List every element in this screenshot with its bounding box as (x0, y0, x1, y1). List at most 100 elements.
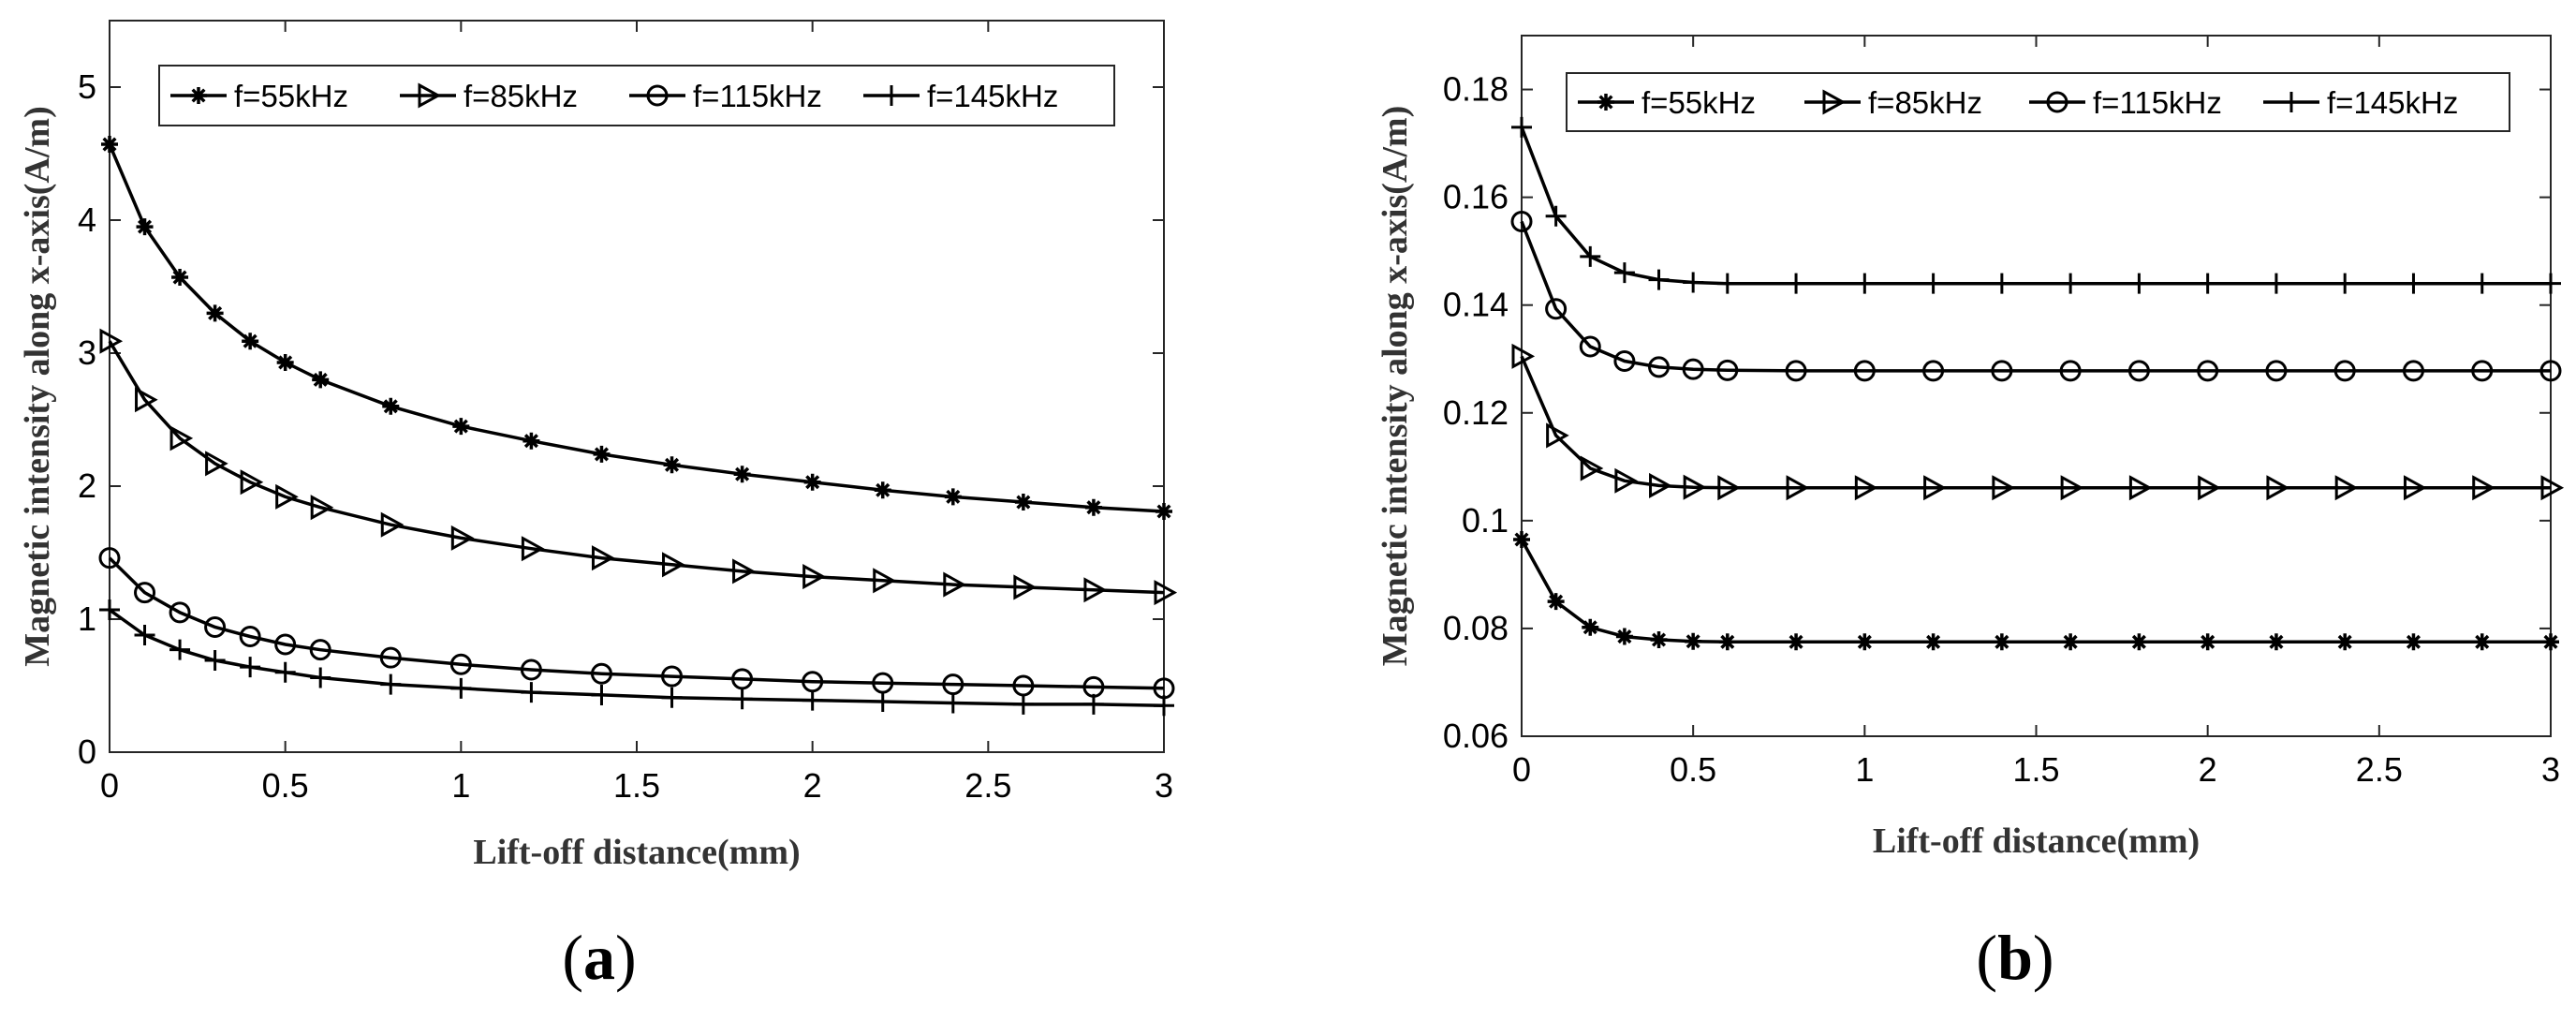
data-point-marker (204, 650, 226, 672)
data-point-marker (136, 218, 154, 236)
panel-label-letter: a (583, 922, 615, 993)
data-point-marker (1924, 633, 1942, 651)
data-point-marker (1154, 580, 1178, 606)
plot-area-frame (1521, 35, 2552, 737)
data-point-marker (310, 667, 331, 688)
data-point-marker (2472, 475, 2495, 501)
x-axis-title: Lift-off distance(mm) (473, 833, 800, 872)
data-point-marker (1685, 632, 1702, 650)
data-point-marker (2128, 475, 2153, 501)
series-line (1520, 220, 2551, 373)
data-point-marker (204, 616, 227, 639)
x-tick-label: 3 (2541, 750, 2560, 789)
data-point-marker (274, 661, 296, 683)
data-point-marker (1648, 356, 1671, 378)
data-point-marker (2197, 360, 2219, 382)
data-point-marker (1993, 633, 2010, 651)
data-point-marker (874, 481, 891, 499)
data-point-marker (450, 677, 472, 699)
data-point-marker (2062, 633, 2080, 651)
data-point-marker (382, 397, 400, 415)
legend-marker (881, 85, 902, 106)
series-f=55kHz (101, 136, 1172, 520)
y-tick-label: 0.18 (1443, 70, 1509, 109)
series-f=55kHz (1513, 530, 2559, 651)
data-point-marker (274, 633, 297, 656)
data-point-marker (1682, 358, 1704, 380)
data-point-marker (1014, 494, 1032, 511)
data-point-marker (2471, 273, 2493, 294)
y-tick-label: 3 (78, 333, 96, 372)
data-point-marker (1615, 628, 1633, 645)
data-point-marker (1854, 273, 1876, 294)
data-point-marker (101, 136, 118, 154)
data-point-marker (2267, 633, 2285, 651)
legend-marker (646, 84, 669, 107)
data-point-marker (1013, 574, 1037, 600)
plot-area-frame (109, 20, 1165, 753)
data-point-marker (1613, 350, 1636, 373)
data-point-marker (1012, 693, 1034, 715)
data-point-marker (521, 536, 545, 562)
data-point-marker (1614, 467, 1639, 494)
data-point-marker (1545, 205, 1567, 227)
data-point-marker (1856, 633, 1874, 651)
data-point-marker (99, 599, 120, 621)
chart-a: 0 0.5 1 1.5 2 2.5 3 0 1 2 3 4 5 f=55kHz f=85kHz f=115kH… (18, 20, 1178, 993)
data-point-marker (2336, 633, 2354, 651)
data-point-marker (2540, 475, 2565, 501)
data-point-marker (732, 558, 756, 584)
y-tick-label: 0.14 (1443, 286, 1509, 324)
data-point-marker (872, 691, 893, 713)
data-point-marker (1582, 618, 1599, 636)
x-tick-label: 1.5 (2012, 750, 2059, 789)
legend-marker (1597, 94, 1614, 111)
data-point-marker (2539, 360, 2562, 382)
data-point-marker (1922, 273, 1944, 294)
data-point-marker (2333, 360, 2356, 382)
data-point-marker (1547, 593, 1565, 611)
data-point-marker (135, 387, 158, 413)
legend-marker (190, 87, 207, 104)
x-tick-label: 0 (1512, 750, 1531, 789)
data-point-marker (803, 473, 821, 491)
data-point-marker (1154, 695, 1174, 717)
data-point-marker (134, 625, 155, 646)
data-point-marker (2471, 360, 2494, 382)
legend-marker (2281, 92, 2302, 112)
data-point-marker (2060, 273, 2082, 294)
data-point-marker (2059, 360, 2082, 382)
data-point-marker (661, 687, 683, 708)
data-point-marker (312, 371, 330, 389)
data-point-marker (379, 646, 402, 669)
data-point-marker (1580, 455, 1604, 481)
series-f=85kHz (99, 328, 1178, 606)
data-point-marker (1511, 116, 1532, 138)
data-point-marker (1083, 577, 1108, 603)
data-point-marker (1786, 475, 1810, 501)
data-point-marker (943, 571, 966, 598)
data-point-marker (240, 469, 264, 496)
y-axis-title: Magnetic intensity along x-axis(A/m) (1376, 106, 1415, 666)
data-point-marker (2334, 475, 2359, 501)
data-point-marker (449, 653, 472, 675)
legend-label: f=145kHz (2327, 85, 2458, 120)
data-point-marker (1716, 359, 1739, 381)
x-tick-label: 2 (2199, 750, 2217, 789)
data-point-marker (169, 425, 194, 451)
data-point-marker (2199, 633, 2216, 651)
y-tick-label: 0 (78, 732, 96, 771)
panel-label-letter: b (1997, 922, 2033, 993)
data-point-marker (2127, 360, 2150, 382)
data-point-marker (171, 269, 189, 287)
legend-marker (418, 82, 442, 109)
data-point-marker (521, 682, 542, 703)
data-point-marker (520, 658, 542, 681)
series-line (108, 556, 1165, 690)
data-point-marker (733, 466, 751, 483)
y-tick-label: 0.08 (1443, 609, 1509, 647)
data-point-marker (873, 568, 896, 594)
y-tick-label: 2 (78, 466, 96, 505)
legend-label: f=115kHz (2093, 85, 2222, 120)
y-tick-label: 0.1 (1462, 501, 1509, 540)
